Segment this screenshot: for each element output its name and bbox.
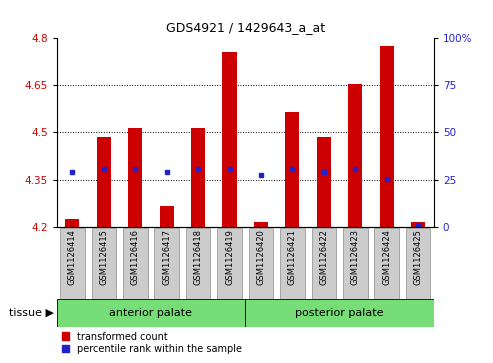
Text: GSM1126423: GSM1126423 xyxy=(351,229,360,285)
Text: GSM1126422: GSM1126422 xyxy=(319,229,328,285)
FancyBboxPatch shape xyxy=(186,228,211,299)
FancyBboxPatch shape xyxy=(154,228,179,299)
FancyBboxPatch shape xyxy=(343,228,367,299)
Bar xyxy=(222,52,237,227)
FancyBboxPatch shape xyxy=(312,228,336,299)
Text: anterior palate: anterior palate xyxy=(109,308,192,318)
Text: GSM1126421: GSM1126421 xyxy=(288,229,297,285)
Bar xyxy=(160,207,174,227)
Text: GSM1126420: GSM1126420 xyxy=(256,229,266,285)
Bar xyxy=(285,112,299,227)
Bar xyxy=(317,137,331,227)
Text: GSM1126418: GSM1126418 xyxy=(194,229,203,285)
Bar xyxy=(191,128,205,227)
Text: tissue ▶: tissue ▶ xyxy=(9,308,54,318)
Text: GSM1126424: GSM1126424 xyxy=(382,229,391,285)
Text: GSM1126417: GSM1126417 xyxy=(162,229,171,285)
Text: GSM1126414: GSM1126414 xyxy=(68,229,77,285)
FancyBboxPatch shape xyxy=(245,299,434,327)
Text: GSM1126416: GSM1126416 xyxy=(131,229,140,285)
FancyBboxPatch shape xyxy=(92,228,116,299)
FancyBboxPatch shape xyxy=(406,228,430,299)
FancyBboxPatch shape xyxy=(280,228,305,299)
Bar xyxy=(411,222,425,227)
Bar xyxy=(348,84,362,227)
Text: posterior palate: posterior palate xyxy=(295,308,384,318)
Bar xyxy=(66,219,79,227)
FancyBboxPatch shape xyxy=(217,228,242,299)
Text: GSM1126419: GSM1126419 xyxy=(225,229,234,285)
Text: GSM1126415: GSM1126415 xyxy=(99,229,108,285)
Legend: transformed count, percentile rank within the sample: transformed count, percentile rank withi… xyxy=(62,331,242,354)
FancyBboxPatch shape xyxy=(60,228,85,299)
FancyBboxPatch shape xyxy=(249,228,273,299)
FancyBboxPatch shape xyxy=(375,228,399,299)
Text: GSM1126425: GSM1126425 xyxy=(414,229,423,285)
FancyBboxPatch shape xyxy=(57,299,245,327)
Bar xyxy=(128,128,142,227)
Title: GDS4921 / 1429643_a_at: GDS4921 / 1429643_a_at xyxy=(166,21,325,34)
Bar xyxy=(254,222,268,227)
Bar xyxy=(97,137,111,227)
Bar xyxy=(380,46,394,227)
FancyBboxPatch shape xyxy=(123,228,147,299)
